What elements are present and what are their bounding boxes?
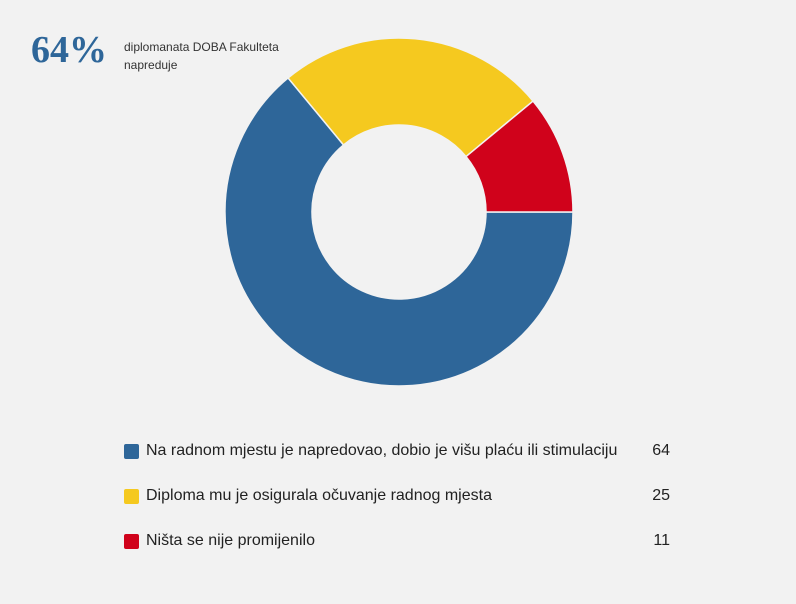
- donut-slice-2: [287, 37, 535, 158]
- legend-label: Ništa se nije promijenilo: [146, 532, 315, 549]
- legend-item: Na radnom mjestu je napredovao, dobio je…: [124, 440, 670, 462]
- headline-value: 64%: [31, 29, 107, 71]
- legend-label: Diploma mu je osigurala očuvanje radnog …: [146, 487, 492, 504]
- donut-slice-3: [464, 100, 574, 213]
- headline: 64% diplomanata DOBA Fakulteta napreduje: [31, 28, 299, 74]
- donut-chart: [224, 37, 574, 387]
- legend-item: Diploma mu je osigurala očuvanje radnog …: [124, 485, 670, 507]
- chart-legend: Na radnom mjestu je napredovao, dobio je…: [124, 440, 670, 575]
- donut-slice-1: [224, 76, 574, 387]
- legend-value: 11: [653, 532, 670, 549]
- legend-swatch: [124, 443, 139, 459]
- legend-value: 64: [652, 442, 670, 459]
- headline-caption: diplomanata DOBA Fakulteta napreduje: [124, 40, 279, 72]
- legend-swatch: [124, 533, 139, 549]
- legend-swatch: [124, 488, 139, 504]
- legend-value: 25: [652, 487, 670, 504]
- legend-item: Ništa se nije promijenilo 11: [124, 530, 670, 552]
- legend-label: Na radnom mjestu je napredovao, dobio je…: [146, 442, 618, 459]
